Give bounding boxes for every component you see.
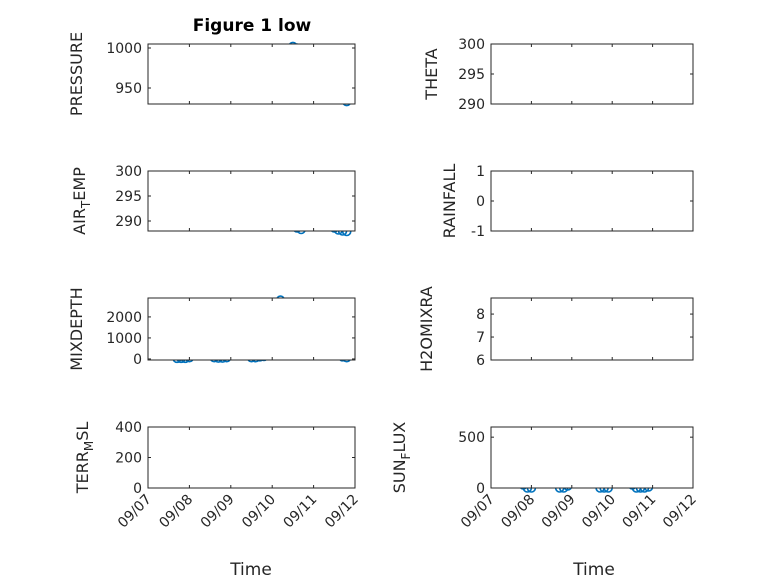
y-tick-label: 0: [476, 481, 485, 497]
y-tick-label: 290: [458, 97, 485, 113]
y-tick-label: 290: [115, 214, 142, 230]
axes-frame: [147, 43, 356, 105]
y-tick-label: 295: [458, 67, 485, 83]
x-axis-label-right: Time: [572, 560, 615, 580]
x-axis-label-left: Time: [229, 560, 272, 580]
subplot-6: 6 7 8 H2OMIXRA: [417, 286, 694, 372]
y-tick-label: 400: [115, 420, 142, 436]
y-tick-label: 300: [458, 37, 485, 53]
y-tick-label: 1: [476, 164, 485, 180]
y-tick-label: -1: [471, 224, 485, 240]
y-axis-label: PRESSURE: [67, 32, 86, 116]
subplot-3: 290 295 300 AIRTEMP: [70, 164, 356, 237]
axes-frame: [490, 43, 694, 105]
axes-frame: [490, 297, 694, 361]
y-axis-label: RAINFALL: [440, 164, 459, 239]
y-tick-label: 295: [115, 189, 142, 205]
y-axis-label: TERRMSL: [73, 422, 96, 495]
y-tick-label: 500: [458, 430, 485, 446]
subplot-4: -1 0 1 RAINFALL: [440, 164, 694, 240]
y-tick-label: 1000: [106, 41, 142, 57]
y-tick-label: 6: [476, 353, 485, 369]
y-tick-label: 0: [476, 194, 485, 210]
y-axis-label: THETA: [422, 48, 441, 100]
y-tick-label: 8: [476, 307, 485, 323]
y-axis-label: SUNFLUX: [390, 422, 413, 494]
y-tick-label: 300: [115, 164, 142, 180]
y-tick-label: 7: [476, 330, 485, 346]
subplot-5: 0 1000 2000 MIXDEPTH: [67, 287, 356, 371]
axes-frame: [147, 297, 356, 361]
axes-frame: [147, 170, 356, 232]
y-tick-label: 200: [115, 451, 142, 467]
y-tick-label: 2000: [106, 310, 142, 326]
y-axis-label: MIXDEPTH: [67, 287, 86, 370]
y-tick-label: 1000: [106, 331, 142, 347]
axes-frame: [147, 426, 356, 489]
y-tick-label: 950: [115, 81, 142, 97]
y-axis-label: H2OMIXRA: [417, 286, 436, 372]
figure-title: Figure 1 low: [193, 16, 312, 36]
axes-frame: [490, 426, 694, 489]
y-axis-label: AIRTEMP: [70, 167, 93, 235]
subplot-1: 950 1000 PRESSURE: [67, 32, 356, 116]
subplot-2: 290 295 300 THETA: [422, 37, 694, 113]
y-tick-label: 0: [133, 352, 142, 368]
axes-frame: [490, 170, 694, 232]
y-tick-label: 0: [133, 481, 142, 497]
